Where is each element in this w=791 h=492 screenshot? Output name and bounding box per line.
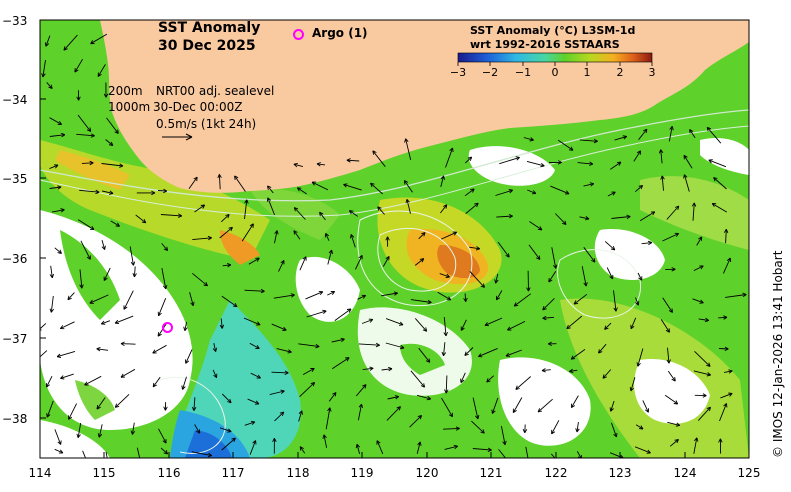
y-axis-label: −38 xyxy=(2,412,28,426)
colorbar-subtitle: wrt 1992-2016 SSTAARS xyxy=(470,38,620,51)
x-axis-label: 118 xyxy=(286,466,310,480)
depth-1000-label: 1000m xyxy=(108,100,151,114)
x-axis-label: 117 xyxy=(221,466,245,480)
argo-float-marker[interactable] xyxy=(162,322,173,333)
y-axis-label: −37 xyxy=(2,332,28,346)
x-axis-label: 120 xyxy=(415,466,439,480)
colorbar xyxy=(457,52,653,63)
product-label: NRT00 adj. sealevel xyxy=(156,84,275,98)
plot-frame xyxy=(39,19,750,459)
x-axis-label: 123 xyxy=(608,466,632,480)
argo-legend-label: Argo (1) xyxy=(312,26,368,40)
colorbar-title: SST Anomaly (°C) L3SM-1d xyxy=(470,24,636,37)
imos-credit: © IMOS 12-Jan-2026 13:41 Hobart xyxy=(771,250,785,458)
current-vector-field xyxy=(40,33,747,458)
colorbar-tick: 1 xyxy=(583,66,591,79)
colorbar-tick: 3 xyxy=(648,66,656,79)
y-axis-label: −34 xyxy=(2,93,28,107)
argo-float-icon xyxy=(293,29,304,40)
x-axis-label: 115 xyxy=(92,466,116,480)
y-axis-label: −33 xyxy=(2,14,28,28)
x-axis-label: 119 xyxy=(350,466,374,480)
valid-time-label: 30-Dec 00:00Z xyxy=(153,100,243,114)
colorbar-tick: −1 xyxy=(514,66,532,79)
colorbar-tick: 0 xyxy=(551,66,559,79)
x-axis-label: 114 xyxy=(28,466,52,480)
colorbar-tick: −2 xyxy=(481,66,499,79)
x-axis-label: 124 xyxy=(673,466,697,480)
map-date: 30 Dec 2025 xyxy=(158,38,256,54)
x-axis-label: 125 xyxy=(737,466,761,480)
map-title: SST Anomaly xyxy=(158,20,261,36)
colorbar-tick: −3 xyxy=(449,66,467,79)
depth-200-label: 200m xyxy=(108,84,143,98)
x-axis-label: 122 xyxy=(544,466,568,480)
x-axis-label: 116 xyxy=(157,466,181,480)
velocity-scale-label: 0.5m/s (1kt 24h) xyxy=(156,117,257,131)
x-axis-label: 121 xyxy=(479,466,503,480)
y-axis-label: −36 xyxy=(2,252,28,266)
colorbar-tick: 2 xyxy=(616,66,624,79)
y-axis-label: −35 xyxy=(2,172,28,186)
